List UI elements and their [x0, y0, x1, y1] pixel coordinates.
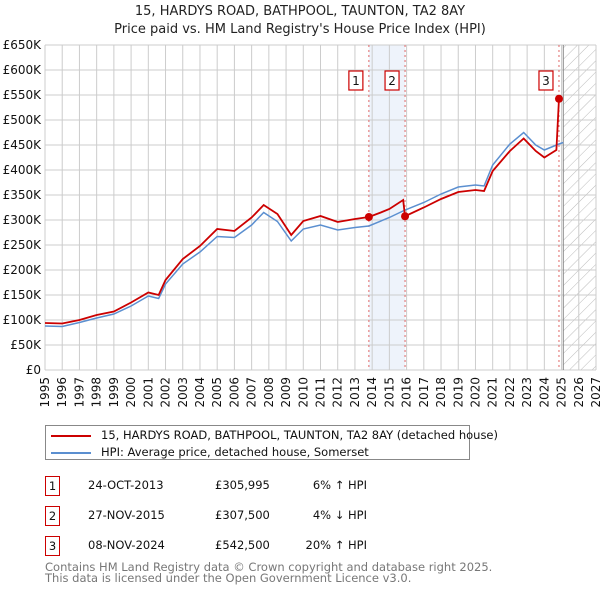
x-tick-label: 2002 [159, 377, 173, 408]
legend: 15, HARDYS ROAD, BATHPOOL, TAUNTON, TA2 … [45, 425, 498, 460]
x-tick-label: 2013 [348, 377, 362, 408]
legend-label: 15, HARDYS ROAD, BATHPOOL, TAUNTON, TA2 … [101, 428, 498, 442]
chart-title: 15, HARDYS ROAD, BATHPOOL, TAUNTON, TA2 … [134, 4, 466, 19]
x-tick-label: 2018 [434, 377, 448, 408]
x-tick-label: 1998 [90, 377, 104, 408]
x-tick-label: 2011 [314, 377, 328, 408]
transaction-marker: 3 [45, 536, 60, 556]
sale-label: 1 [352, 74, 360, 88]
transaction-row: 2 27-NOV-2015 £307,500 4% ↓ HPI [45, 506, 445, 526]
transaction-date: 27-NOV-2015 [88, 508, 165, 522]
sale-point [401, 212, 410, 221]
y-tick-label: £650K [3, 38, 43, 52]
x-tick-label: 2016 [400, 377, 414, 408]
transaction-row: 3 08-NOV-2024 £542,500 20% ↑ HPI [45, 536, 445, 556]
transaction-hpi: 4% ↓ HPI [312, 508, 367, 522]
x-tick-label: 2026 [572, 377, 586, 408]
x-tick-label: 2003 [176, 377, 190, 408]
transaction-price: £305,995 [215, 478, 270, 492]
x-tick-label: 2007 [245, 377, 259, 408]
legend-swatch-blue [51, 452, 91, 454]
y-tick-label: £200K [3, 263, 43, 277]
y-tick-label: £300K [3, 213, 43, 227]
x-tick-label: 2010 [296, 377, 310, 408]
x-tick-label: 2015 [382, 377, 396, 408]
x-tick-label: 2009 [279, 377, 293, 408]
x-tick-label: 1997 [72, 377, 86, 408]
price-paid-line [44, 98, 560, 325]
transaction-marker: 2 [45, 506, 60, 526]
x-tick-label: 2014 [365, 377, 379, 408]
x-tick-label: 2008 [262, 377, 276, 408]
x-tick-label: 2019 [451, 377, 465, 408]
shaded-period [368, 45, 406, 370]
sale-label-box [384, 70, 400, 91]
y-tick-label: £550K [3, 88, 43, 102]
y-tick-label: £150K [3, 288, 43, 302]
transaction-price: £307,500 [215, 508, 270, 522]
chart-subtitle: Price paid vs. HM Land Registry's House … [114, 22, 486, 37]
transaction-row: 1 24-OCT-2013 £305,995 6% ↑ HPI [45, 476, 445, 496]
price-chart: 1995 1996 1997 1998 1999 2000 2001 2002 2003 2004… [3, 38, 600, 408]
x-tick-label: 2023 [520, 377, 534, 408]
forecast-hatch [563, 45, 596, 370]
legend-swatch-red [51, 435, 91, 437]
x-tick-label: 1996 [55, 377, 69, 408]
x-tick-label: 2005 [210, 377, 224, 408]
x-tick-label: 2020 [468, 377, 482, 408]
x-tick-label: 2004 [193, 377, 207, 408]
sale-point [364, 213, 373, 222]
x-tick-label: 2025 [555, 377, 569, 408]
sale-label-box [538, 70, 554, 91]
x-tick-label: 2021 [486, 377, 500, 408]
transaction-hpi: 6% ↑ HPI [312, 478, 367, 492]
x-tick-label: 2027 [589, 377, 600, 408]
transaction-date: 24-OCT-2013 [88, 478, 164, 492]
transaction-hpi: 20% ↑ HPI [305, 538, 367, 552]
y-tick-label: £100K [3, 313, 43, 327]
y-tick-label: £500K [3, 113, 43, 127]
y-tick-label: £400K [3, 163, 43, 177]
x-tick-label: 1995 [38, 377, 52, 408]
x-tick-label: 2012 [331, 377, 345, 408]
transaction-date: 08-NOV-2024 [88, 538, 165, 552]
sale-label: 3 [542, 74, 550, 88]
x-tick-label: 2001 [141, 377, 155, 408]
footer-copyright: Contains HM Land Registry data © Crown c… [45, 560, 493, 574]
sale-label-box [348, 70, 364, 91]
x-tick-label: 2022 [503, 377, 517, 408]
footer-licence: This data is licensed under the Open Gov… [45, 571, 412, 585]
sale-label: 2 [388, 74, 396, 88]
transaction-marker: 1 [45, 476, 60, 496]
y-tick-label: £50K [10, 338, 42, 352]
y-tick-label: £350K [3, 188, 43, 202]
sale-point [554, 94, 563, 103]
legend-label: HPI: Average price, detached house, Some… [101, 445, 369, 459]
transaction-price: £542,500 [215, 538, 270, 552]
y-tick-label: £600K [3, 63, 43, 77]
x-tick-label: 2017 [417, 377, 431, 408]
hpi-line [44, 131, 564, 328]
y-tick-label: £250K [3, 238, 43, 252]
y-tick-label: £450K [3, 138, 43, 152]
x-tick-label: 1999 [107, 377, 121, 408]
x-tick-label: 2006 [227, 377, 241, 408]
x-tick-label: 2000 [124, 377, 138, 408]
x-tick-label: 2024 [537, 377, 551, 408]
y-tick-label: £0 [26, 363, 41, 377]
